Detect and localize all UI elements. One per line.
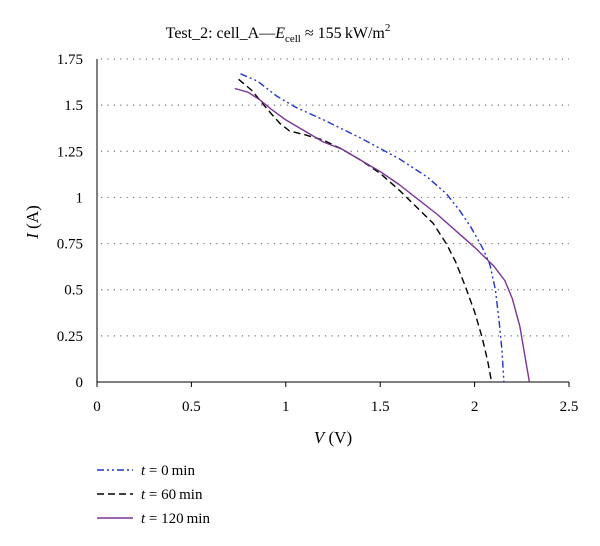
y-tick-label: 1.25: [57, 144, 83, 160]
y-tick-label: 1.5: [64, 98, 83, 114]
y-tick-label: 1.75: [57, 52, 83, 68]
x-tick-label: 2.5: [560, 399, 579, 415]
legend-label-3: t = 120 min: [141, 511, 210, 527]
y-tick-label: 1: [76, 190, 84, 206]
x-tick-label: 1: [282, 399, 290, 415]
axes: [96, 59, 570, 387]
y-tick-label: 0: [76, 375, 84, 391]
chart-title-text: Test_2: cell_A—Ecell ≈ 155 kW/m2: [166, 22, 391, 45]
series-lines: [234, 73, 531, 383]
x-tick-label: 1.5: [371, 399, 390, 415]
x-tick-label: 2: [471, 399, 479, 415]
legend-label-2: t = 60 min: [141, 487, 203, 503]
grid-lines: [101, 58, 569, 337]
x-tick-labels: 0 0.5 1 1.5 2 2.5: [93, 399, 578, 415]
series-line-2: [238, 78, 493, 383]
legend-label-1: t = 0 min: [141, 463, 195, 479]
legend: t = 0 min t = 60 min t = 120 min: [97, 463, 210, 527]
x-axis-label-text: V (V): [314, 428, 352, 447]
y-tick-label: 0.75: [57, 237, 83, 253]
y-tick-label: 0.25: [57, 329, 83, 345]
chart-title: Test_2: cell_A—Ecell ≈ 155 kW/m2: [166, 22, 391, 45]
y-axis-label-text: I (A): [23, 205, 42, 240]
y-tick-label: 0.5: [64, 283, 83, 299]
x-tick-label: 0: [93, 399, 101, 415]
x-tick-label: 0.5: [182, 399, 201, 415]
series-line-3: [234, 87, 531, 383]
y-axis-label: I (A): [23, 205, 42, 240]
x-axis-label: V (V): [314, 428, 352, 447]
series-line-1: [240, 73, 505, 383]
y-tick-labels: 0 0.25 0.5 0.75 1 1.25 1.5 1.75: [57, 52, 83, 391]
